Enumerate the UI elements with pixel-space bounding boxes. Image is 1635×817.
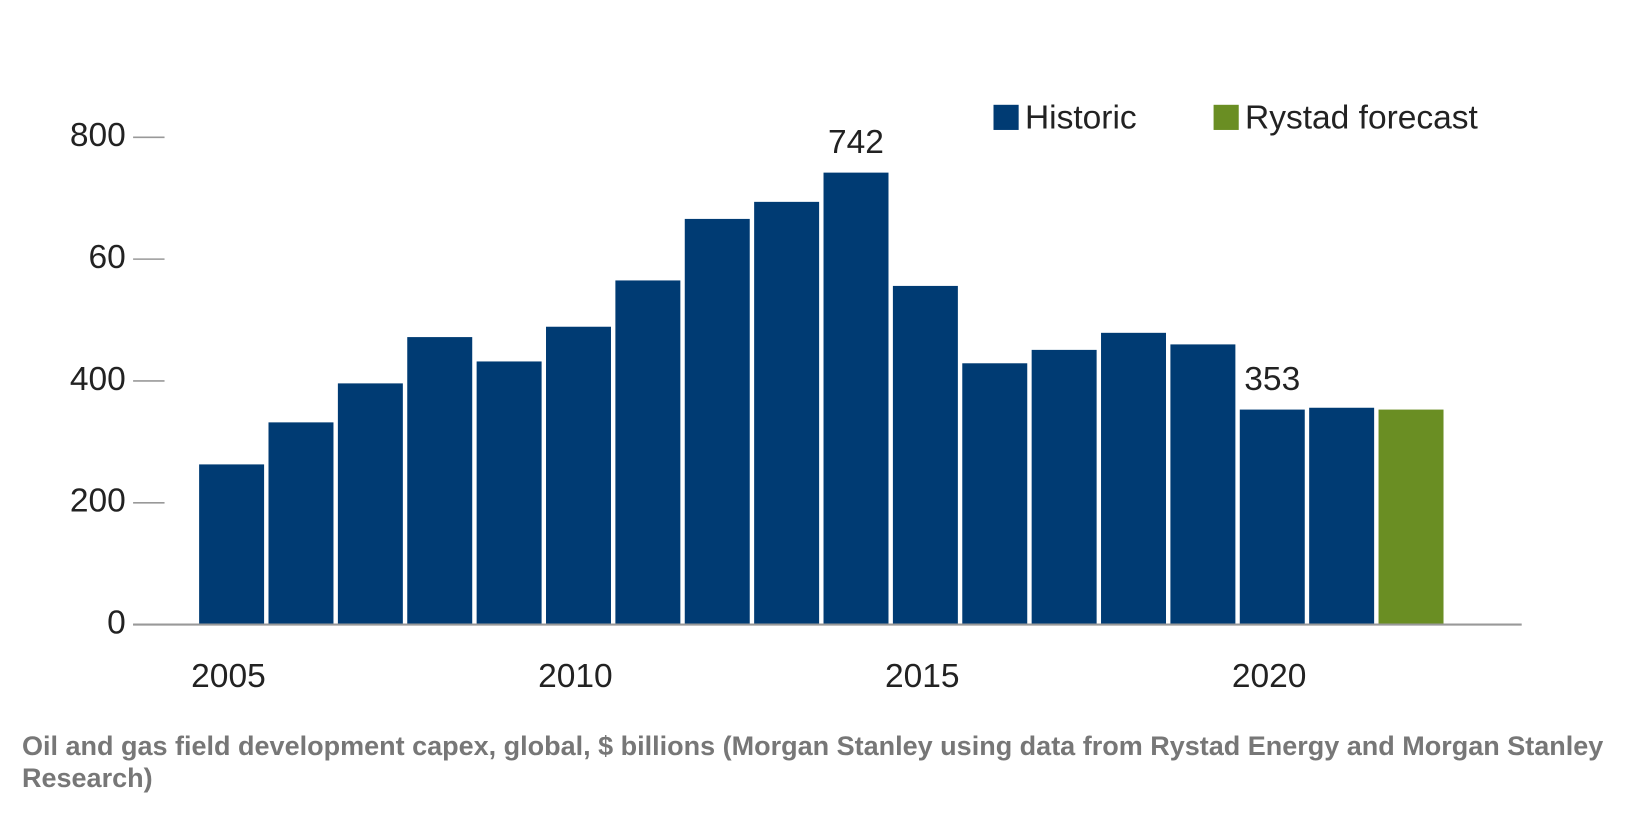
bar: [407, 337, 473, 625]
bar: [476, 361, 542, 625]
x-tick-label: 2020: [1232, 658, 1307, 695]
bar: [1309, 407, 1375, 625]
legend-swatch: [1213, 104, 1239, 130]
bar: [754, 201, 820, 625]
bar: [615, 280, 681, 625]
bar: [1031, 349, 1097, 625]
bar: [268, 422, 334, 625]
legend-label: Historic: [1025, 99, 1137, 136]
bar: [199, 464, 265, 625]
data-label: 742: [828, 124, 884, 161]
bar: [684, 218, 750, 625]
bar: [823, 172, 889, 625]
y-tick-label: 400: [70, 361, 126, 398]
bar: [1239, 409, 1305, 625]
bar: [892, 285, 958, 625]
bar: [546, 326, 611, 625]
bar: [1170, 344, 1236, 625]
x-tick-label: 2010: [538, 658, 613, 695]
caption: Oil and gas field development capex, glo…: [22, 731, 1604, 793]
bar: [337, 383, 403, 625]
y-tick-label: 60: [88, 239, 125, 276]
bar: [962, 363, 1028, 625]
bar: [1101, 332, 1167, 625]
y-tick-label: 200: [70, 483, 126, 520]
bar: [1378, 409, 1444, 625]
y-tick-label: 0: [107, 604, 126, 641]
y-tick-label: 800: [70, 117, 126, 154]
legend-label: Rystad forecast: [1245, 99, 1479, 136]
x-tick-label: 2015: [885, 658, 960, 695]
x-tick-label: 2005: [191, 658, 266, 695]
legend-swatch: [993, 104, 1019, 130]
data-label: 353: [1244, 361, 1300, 398]
